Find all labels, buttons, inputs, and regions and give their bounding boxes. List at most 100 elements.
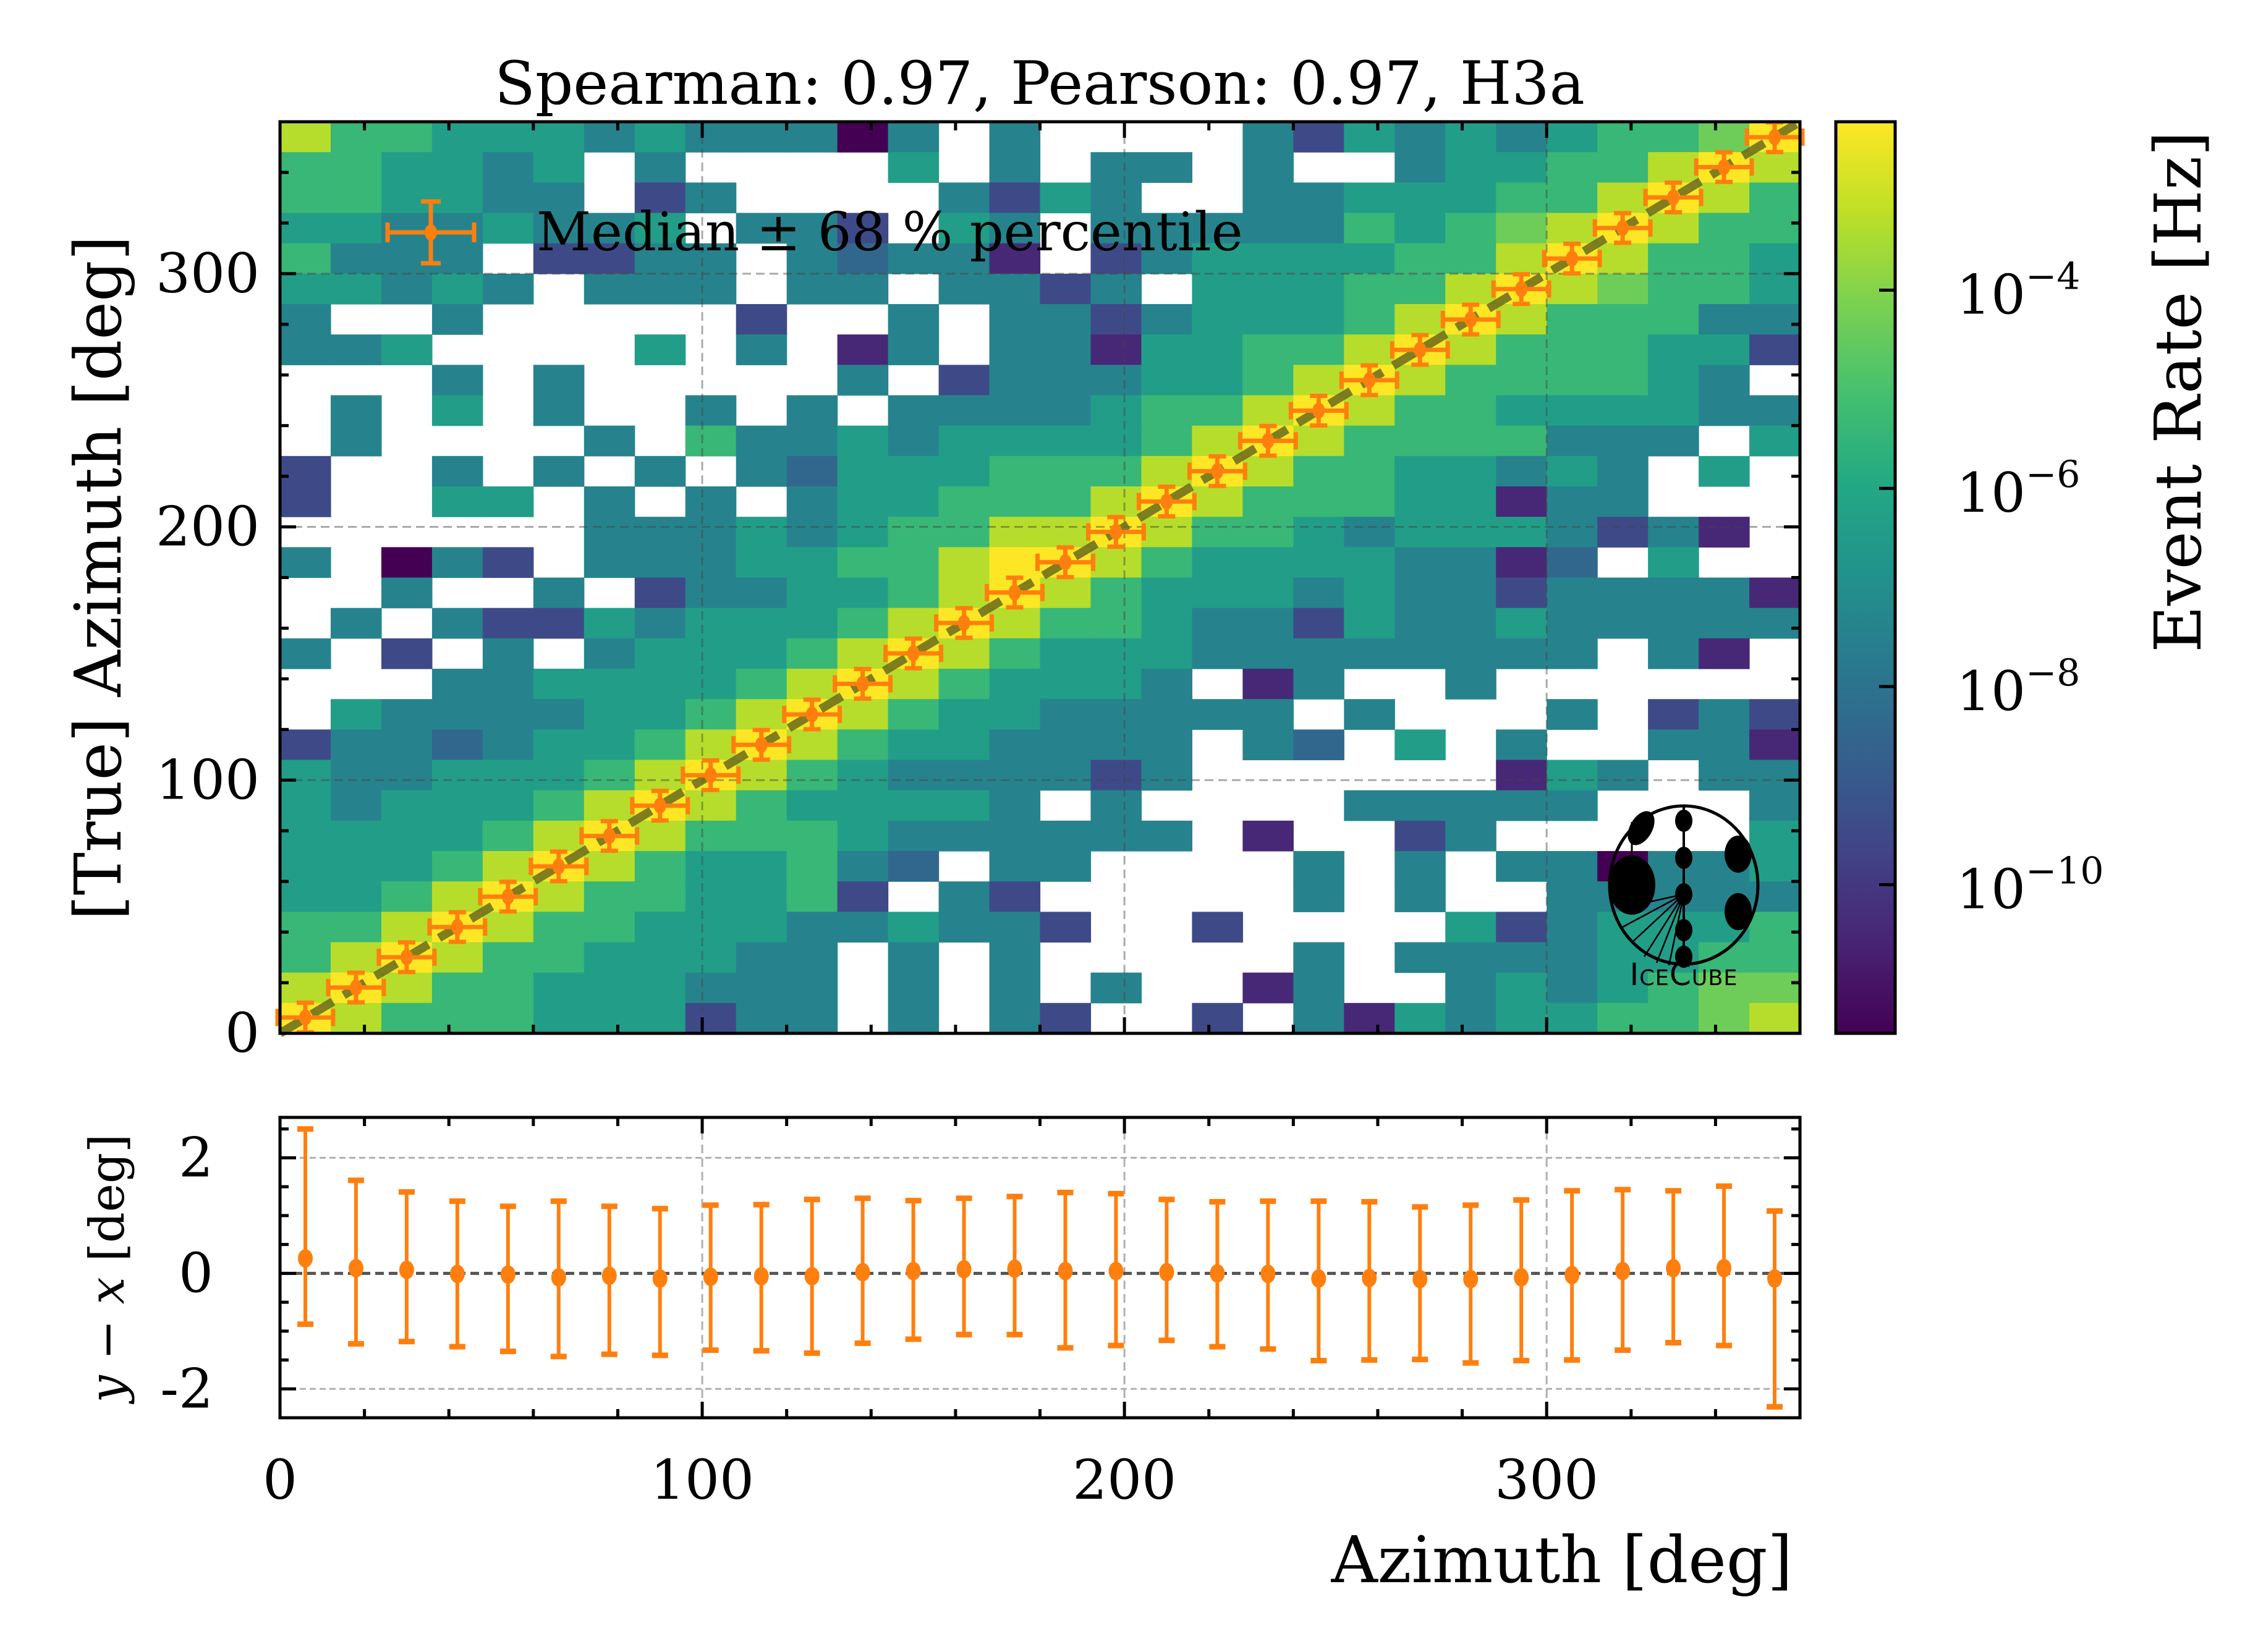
median-marker xyxy=(376,940,437,975)
heatmap-cell xyxy=(634,699,686,730)
heatmap-cell xyxy=(1242,608,1294,639)
heatmap-cell xyxy=(1040,820,1092,852)
residual-median xyxy=(1007,1259,1022,1278)
colorbar-ticks: 10−4 10−6 10−8 10−10 xyxy=(1879,255,2104,921)
heatmap-cell xyxy=(1496,1002,1547,1034)
heatmap-cell xyxy=(1445,912,1496,943)
median-marker xyxy=(630,789,690,823)
heatmap-cell xyxy=(1141,334,1192,365)
heatmap-cell xyxy=(989,365,1041,396)
heatmap-cell xyxy=(482,1002,534,1034)
heatmap-cell xyxy=(280,820,331,852)
heatmap-cell xyxy=(1192,334,1243,365)
heatmap-cell xyxy=(482,729,534,761)
heatmap-cell xyxy=(1141,547,1192,578)
heatmap-cell xyxy=(1699,608,1750,639)
median-marker xyxy=(883,636,944,671)
median-point xyxy=(1515,281,1528,297)
heatmap-cell xyxy=(1040,517,1092,548)
heatmap-cell xyxy=(1192,395,1243,426)
heatmap-cell xyxy=(1090,243,1142,274)
heatmap-cell xyxy=(1749,942,1801,973)
residual-grid xyxy=(280,1117,1800,1418)
heatmap-cell xyxy=(938,699,990,730)
median-point xyxy=(451,918,464,935)
heatmap-cell xyxy=(1749,577,1801,609)
residual-median xyxy=(1666,1258,1681,1277)
heatmap-cell xyxy=(533,1002,585,1034)
residual-point xyxy=(1665,1188,1682,1345)
heatmap-cell xyxy=(1496,213,1547,244)
heatmap-cell xyxy=(1090,729,1142,761)
heatmap-cell xyxy=(1090,304,1142,335)
heatmap-cell xyxy=(888,790,940,821)
heatmap-cell xyxy=(584,608,635,639)
heatmap-cell xyxy=(1242,699,1294,730)
heatmap-cell xyxy=(1496,912,1547,943)
heatmap-cell xyxy=(989,122,1041,153)
heatmap-cell xyxy=(533,243,585,274)
heatmap-cell xyxy=(1293,851,1344,882)
heatmap-cell xyxy=(888,395,940,426)
heatmap-cell xyxy=(1394,304,1446,335)
heatmap-cell xyxy=(1344,699,1395,730)
heatmap-cell xyxy=(482,638,534,669)
heatmap-cell xyxy=(888,729,940,761)
heatmap-cell xyxy=(888,243,940,274)
heatmap-cell xyxy=(888,851,940,882)
heatmap-cell xyxy=(482,608,534,639)
main-axes-frame xyxy=(278,120,1802,1035)
median-point xyxy=(603,828,616,844)
heatmap-cell xyxy=(989,942,1041,973)
median-marker xyxy=(1643,180,1704,215)
x-tick-label: 0 xyxy=(263,1448,297,1512)
heatmap-cell xyxy=(1547,608,1598,639)
median-marker xyxy=(833,667,893,701)
heatmap-cell xyxy=(431,972,483,1004)
residual-median xyxy=(399,1260,414,1279)
heatmap-cell xyxy=(1699,334,1750,365)
heatmap-cell xyxy=(1699,365,1750,396)
heatmap-cell xyxy=(1040,304,1092,335)
residual-point xyxy=(956,1195,972,1337)
heatmap-cell xyxy=(1445,182,1496,214)
heatmap-cell xyxy=(482,760,534,791)
heatmap-cell xyxy=(280,547,331,578)
heatmap-cell xyxy=(1192,912,1243,943)
heatmap-cell xyxy=(1749,608,1801,639)
residual-point xyxy=(297,1126,313,1328)
heatmap-cell xyxy=(482,122,534,153)
heatmap-cell xyxy=(431,729,483,761)
heatmap-cell xyxy=(888,1002,940,1034)
x-axis-label: Azimuth [deg] xyxy=(1331,1522,1793,1598)
residual-point xyxy=(1767,1208,1783,1410)
heatmap-cell xyxy=(533,608,585,639)
heatmap-cell xyxy=(431,243,483,274)
heatmap-cell xyxy=(989,334,1041,365)
heatmap-cell xyxy=(1547,638,1598,669)
heatmap-cell xyxy=(1394,243,1446,274)
heatmap-cell xyxy=(1242,669,1294,700)
heatmap-cell xyxy=(685,547,737,578)
heatmap-cell xyxy=(1040,760,1092,791)
heatmap-cell xyxy=(1445,425,1496,457)
heatmap-cell xyxy=(1242,122,1294,153)
heatmap-cell xyxy=(1192,273,1243,305)
heatmap-cell xyxy=(381,790,433,821)
residual-y-tick-label: 2 xyxy=(179,1125,213,1189)
median-point xyxy=(907,645,920,662)
median-point xyxy=(1667,189,1680,206)
heatmap-cell xyxy=(634,729,686,761)
heatmap-cell xyxy=(685,851,737,882)
median-point xyxy=(1464,311,1477,328)
median-point xyxy=(501,888,514,905)
heatmap-cell xyxy=(1496,942,1547,973)
heatmap-cell xyxy=(330,912,382,943)
heatmap-cell xyxy=(1648,273,1699,305)
heatmap-cell xyxy=(1293,729,1344,761)
heatmap-cell xyxy=(482,699,534,730)
heatmap-cell xyxy=(837,517,889,548)
heatmap-cell xyxy=(431,669,483,700)
heatmap-cell xyxy=(1394,820,1446,852)
heatmap-cell xyxy=(685,517,737,548)
